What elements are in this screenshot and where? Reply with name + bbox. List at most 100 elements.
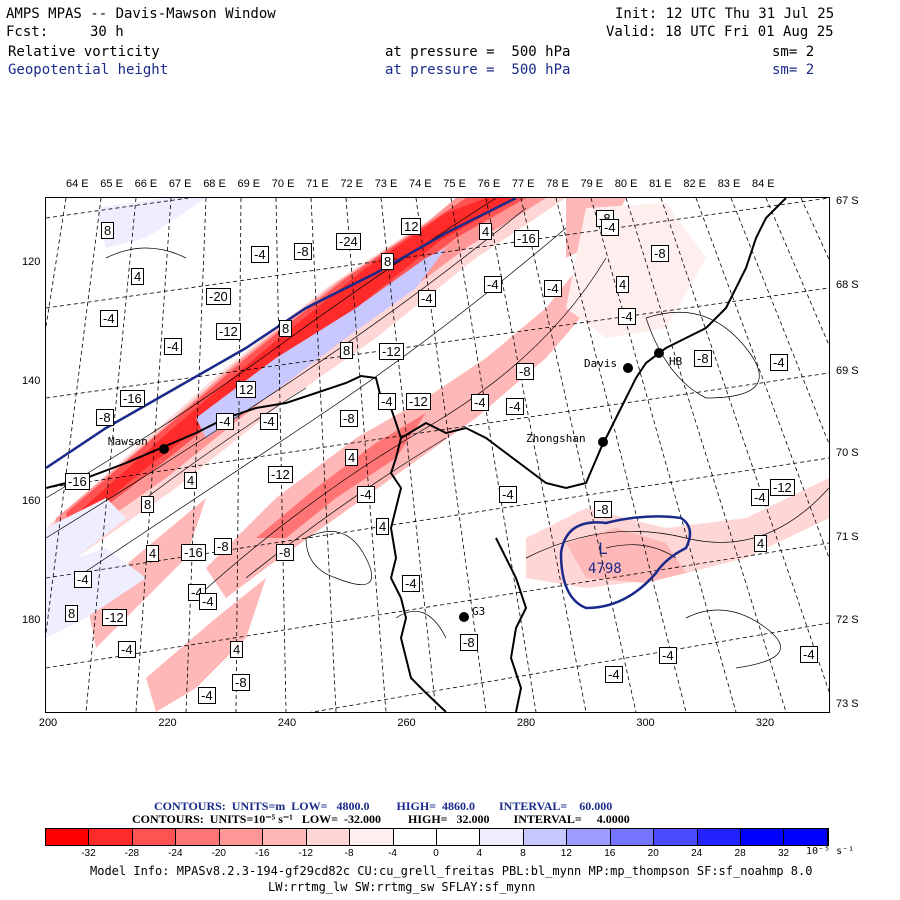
contour-label: -8 (232, 674, 250, 691)
lon-label: 67 E (168, 178, 192, 190)
colorbar-tick-label: -12 (298, 848, 313, 859)
low-center-value: 4798 (588, 561, 622, 577)
contour-label: -16 (120, 390, 145, 407)
contour-label: -4 (471, 394, 489, 411)
station-davis-label: Davis (584, 357, 618, 370)
y-tick-label: 140 (22, 375, 41, 387)
fcst-value: 30 h (90, 24, 124, 40)
contour-label: -4 (499, 486, 517, 503)
colorbar-tick-label: -28 (124, 848, 140, 859)
map-canvas (46, 198, 829, 712)
colorbar-swatch (306, 829, 351, 845)
contour-label: -8 (294, 243, 312, 260)
colorbar-tick-label: -20 (211, 848, 226, 859)
colorbar-swatch (132, 829, 177, 845)
contour-label: -4 (74, 571, 92, 588)
contour-label: -4 (506, 398, 524, 415)
lon-label: 75 E (443, 178, 466, 190)
contour-label: -8 (516, 363, 534, 380)
contour-label: 8 (381, 253, 395, 270)
contour-label: -8 (276, 544, 294, 561)
contour-label: -4 (418, 290, 436, 307)
height-contours (46, 198, 692, 610)
lon-label: 82 E (683, 178, 707, 190)
contour-label: -12 (268, 466, 293, 483)
contour-label: -4 (216, 413, 234, 430)
lat-label: 73 S (836, 698, 859, 710)
colorbar-tick-label: 4 (476, 848, 483, 859)
colorbar-tick-label: -4 (388, 848, 397, 859)
colorbar-tick-label: -24 (168, 848, 183, 859)
contour-label: -8 (96, 409, 114, 426)
contour-label: -8 (214, 538, 232, 555)
colorbar-swatch (610, 829, 655, 845)
contour-label: 4 (184, 472, 198, 489)
colorbar-swatch (523, 829, 568, 845)
station-g3-dot (459, 612, 469, 622)
chart-title: AMPS MPAS -- Davis-Mawson Window (6, 6, 276, 22)
colorbar-swatch (436, 829, 481, 845)
contour-label: -12 (216, 323, 241, 340)
x-tick-label: 240 (277, 717, 297, 729)
contour-label: -4 (659, 647, 677, 664)
lon-label: 77 E (511, 178, 535, 190)
contour-label: 4 (146, 545, 160, 562)
colorbar-swatch (654, 829, 698, 845)
contour-label: 4 (131, 268, 145, 285)
field2-smoothing: sm= 2 (772, 62, 815, 78)
colorbar-swatch (89, 829, 133, 845)
contour-label: 12 (236, 381, 257, 398)
low-center-letter: L (598, 539, 608, 558)
contour-label: -12 (406, 393, 431, 410)
station-hb-dot (654, 348, 664, 358)
contour-label: 4 (230, 641, 244, 658)
station-mawson-label: Mawson (108, 435, 148, 448)
lon-label: 72 E (340, 178, 364, 190)
contour-label: -4 (118, 641, 136, 658)
lon-label: 64 E (66, 178, 89, 190)
contour-label: -16 (514, 230, 539, 247)
model-info-line1: Model Info: MPASv8.2.3-194-gf29cd82c CU:… (90, 864, 813, 878)
contour-label: 12 (401, 218, 422, 235)
contour-label: -4 (751, 489, 769, 506)
contour-label: 8 (340, 342, 354, 359)
contour-label: -4 (357, 486, 375, 503)
colorbar-swatch (46, 829, 90, 845)
lon-label: 83 E (717, 178, 741, 190)
station-davis-dot (623, 363, 633, 373)
contour-label: -8 (460, 634, 478, 651)
fcst-label: Fcst: (6, 24, 49, 40)
colorbar-tick-label: -8 (344, 848, 354, 859)
x-tick-label: 260 (397, 717, 416, 729)
colorbar-tick-label: 12 (560, 848, 572, 859)
vorticity-shading (46, 198, 829, 712)
colorbar-swatch (567, 829, 611, 845)
x-tick-label: 320 (755, 717, 775, 729)
colorbar-tick-label: 8 (520, 848, 526, 859)
colorbar-tick-label: -16 (254, 848, 270, 859)
contour-label: 8 (141, 496, 155, 513)
lon-label: 73 E (374, 178, 398, 190)
valid-time: Valid: 18 UTC Fri 01 Aug 25 (606, 24, 834, 40)
x-tick-label: 280 (516, 717, 536, 729)
colorbar-tick-label: 24 (691, 848, 703, 859)
station-mawson-dot (159, 444, 169, 454)
contour-label: -4 (605, 666, 623, 683)
vorticity-contour-legend: CONTOURS: UNITS=10⁻⁵ s⁻¹ LOW= -32.000 HI… (132, 812, 630, 826)
colorbar-swatch (393, 829, 437, 845)
contour-label: -8 (594, 501, 612, 518)
contour-label: 8 (101, 222, 115, 239)
contour-label: 4 (479, 223, 493, 240)
colorbar-swatch (350, 829, 394, 845)
contour-label: -4 (484, 276, 502, 293)
contour-label: -4 (260, 413, 278, 430)
contour-label: -4 (544, 280, 562, 297)
colorbar-swatch (697, 829, 741, 845)
x-tick-label: 200 (38, 717, 58, 729)
colorbar-tick-label: 28 (734, 848, 746, 859)
lat-label: 72 S (836, 614, 859, 626)
colorbar (45, 828, 829, 846)
contour-label: -8 (694, 350, 712, 367)
contour-label: 4 (376, 518, 390, 535)
contour-label: -16 (65, 473, 90, 490)
